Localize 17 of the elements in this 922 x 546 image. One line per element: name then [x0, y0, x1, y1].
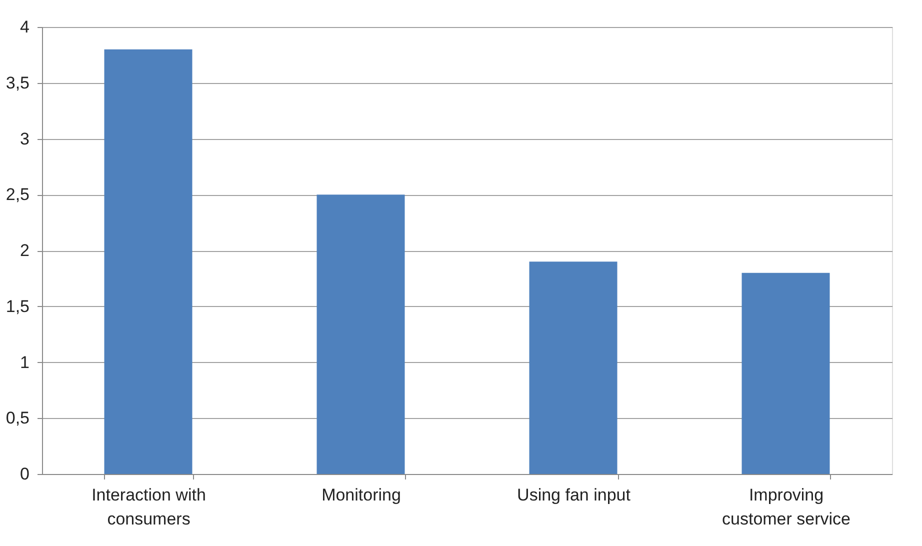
- x-tick-label: Using fan input: [517, 486, 631, 504]
- y-tick-label: 3,5: [6, 73, 30, 92]
- y-tick-label: 2,5: [6, 185, 30, 204]
- y-tick-label: 2: [20, 241, 30, 260]
- y-tick-label: 3: [20, 129, 30, 148]
- x-tick-label: Monitoring: [322, 486, 401, 504]
- y-tick-label: 4: [20, 18, 30, 36]
- x-tick-label: Interaction with consumers: [92, 486, 206, 528]
- bar: [104, 49, 192, 474]
- y-tick-label: 1,5: [6, 296, 30, 316]
- x-tick-label: Improving customer service: [722, 486, 850, 528]
- bar: [316, 194, 405, 474]
- y-tick-label: 0,5: [6, 408, 30, 428]
- bar: [529, 262, 618, 474]
- y-tick-label: 0: [20, 464, 30, 484]
- bar: [742, 272, 830, 474]
- y-tick-label: 1: [20, 352, 30, 372]
